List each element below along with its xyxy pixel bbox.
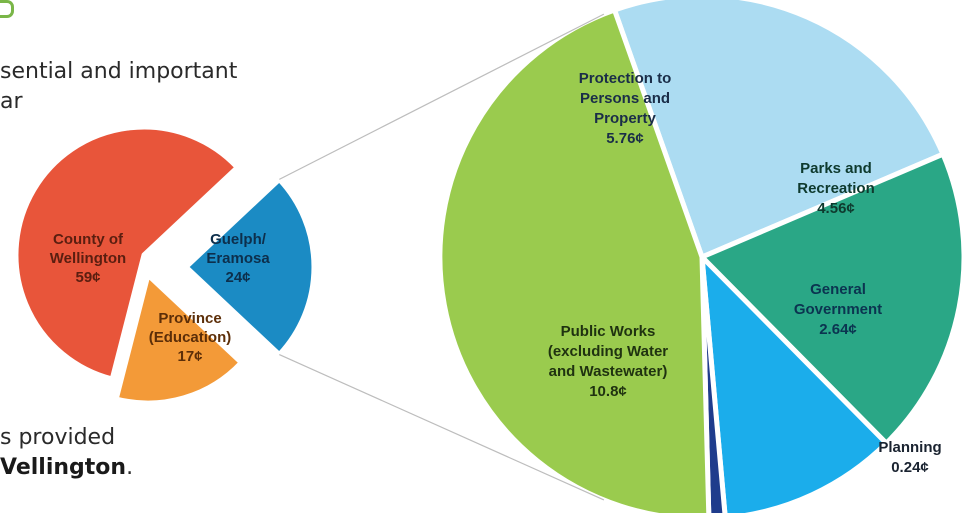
label-guelph-eramosa-line: Eramosa xyxy=(206,250,270,267)
label-public-works-line: Public Works xyxy=(561,323,656,340)
body-text-line-4: Vellington. xyxy=(0,454,133,482)
label-province-education-line: 17¢ xyxy=(177,348,202,365)
label-protection: Protection to Persons and Property 5.76¢ xyxy=(579,70,672,147)
body-text-line-3: s provided xyxy=(0,425,116,450)
line-4-bold: Vellington xyxy=(0,455,127,480)
slice-protection xyxy=(612,0,946,260)
label-county-of-wellington-line: County of xyxy=(53,231,124,248)
label-county-of-wellington-line: Wellington xyxy=(50,250,126,267)
connector-line-top xyxy=(279,13,605,180)
label-guelph-eramosa-line: 24¢ xyxy=(225,269,250,286)
label-parks-recreation-line: 4.56¢ xyxy=(817,200,855,217)
slice-guelph-eramosa xyxy=(183,176,317,358)
label-protection-line: 5.76¢ xyxy=(606,130,644,147)
label-general-government-line: Government xyxy=(794,301,882,318)
label-province-education: Province (Education) 17¢ xyxy=(149,310,232,365)
slice-public-works xyxy=(437,7,712,513)
body-text-line-2: ar xyxy=(0,89,23,114)
connector-line-bottom xyxy=(279,354,605,501)
label-public-works-line: 10.8¢ xyxy=(589,383,627,400)
label-guelph-eramosa-line: Guelph/ xyxy=(210,231,267,248)
label-public-works: Public Works (excluding Water and Wastewat… xyxy=(548,323,668,400)
line-4-suffix: . xyxy=(126,455,134,480)
recycle-arrow-icon xyxy=(0,0,14,18)
label-public-works-line: (excluding Water xyxy=(548,343,668,360)
label-general-government-line: 2.64¢ xyxy=(819,321,857,338)
label-guelph-eramosa: Guelph/Eramosa 24¢ xyxy=(206,231,270,286)
label-parks-recreation-line: Parks and xyxy=(800,160,872,177)
label-planning-line: Planning xyxy=(878,439,941,456)
label-protection-line: Persons and xyxy=(580,90,670,107)
label-protection-line: Protection to xyxy=(579,70,672,87)
label-parks-recreation: Parks and Recreation 4.56¢ xyxy=(797,160,875,217)
label-public-works-line: and Wastewater) xyxy=(549,363,668,380)
slice-parks xyxy=(699,151,965,446)
label-province-education-line: (Education) xyxy=(149,329,232,346)
label-general-government-line: General xyxy=(810,281,866,298)
body-text-line-1: sential and important xyxy=(0,59,238,84)
label-planning: Planning 0.24¢ xyxy=(878,439,941,476)
label-planning-line: 0.24¢ xyxy=(891,459,929,476)
slice-county-of-wellington xyxy=(13,124,240,382)
slice-general-government xyxy=(699,254,889,513)
label-general-government: General Government 2.64¢ xyxy=(794,281,882,338)
label-county-of-wellington-line: 59¢ xyxy=(75,269,100,286)
label-county-of-wellington: County of Wellington 59¢ xyxy=(50,231,126,286)
slice-province-education xyxy=(113,272,244,406)
label-protection-line: Property xyxy=(594,110,656,127)
label-province-education-line: Province xyxy=(158,310,221,327)
label-parks-recreation-line: Recreation xyxy=(797,180,875,197)
